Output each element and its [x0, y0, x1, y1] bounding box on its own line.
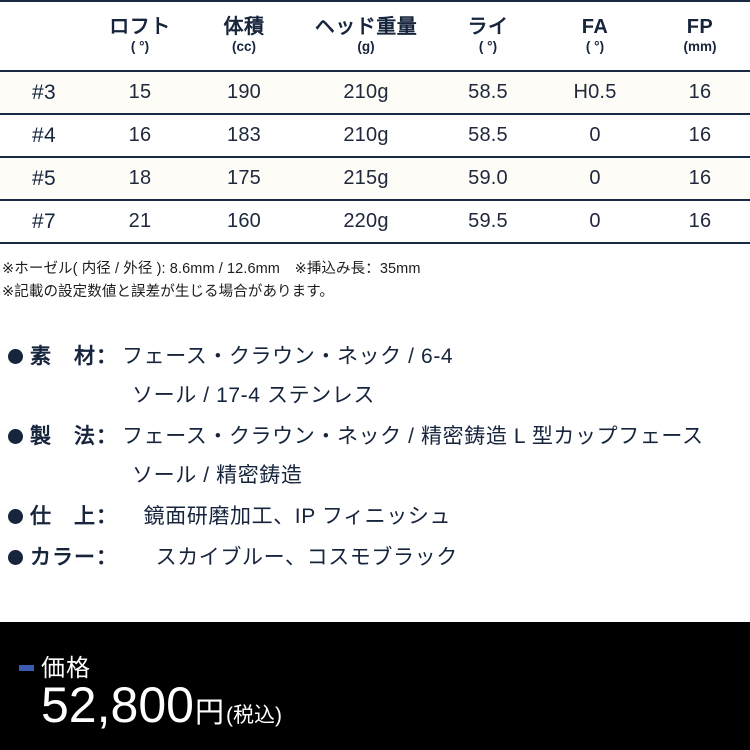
list-item: 製 法： フェース・クラウン・ネック / 精密鋳造 L 型カップフェース ソール…	[8, 420, 750, 489]
footnote-hosel: ※ホーゼル( 内径 / 外径 ): 8.6mm / 12.6mm ※挿込み長：3…	[2, 261, 421, 277]
cell-lie: 58.5	[436, 71, 540, 115]
cell-fp: 16	[650, 114, 750, 158]
cell-loft: 21	[88, 200, 192, 244]
cell-fa: 0	[540, 157, 650, 201]
column-header-head-weight: ヘッド重量 (g)	[296, 0, 436, 72]
column-header-fp-unit: (mm)	[683, 39, 717, 55]
column-header-model	[0, 0, 88, 72]
cell-head-weight: 220g	[296, 200, 436, 244]
cell-fp: 16	[650, 200, 750, 244]
spec-value-color: スカイブルー、コスモブラック	[134, 546, 458, 569]
column-header-lie: ライ ( °)	[436, 0, 540, 72]
cell-volume: 190	[192, 71, 296, 115]
column-header-lie-unit: ( °)	[478, 39, 498, 55]
column-header-loft-unit: ( °)	[130, 39, 150, 55]
price-amount: 52,800 円 (税込)	[41, 680, 282, 730]
price-heading: 価格	[19, 648, 91, 683]
cell-loft: 18	[88, 157, 192, 201]
spec-table: ロフト ( °) 体積 (cc) ヘッド重量 (g) ライ ( °) FA	[0, 0, 750, 244]
table-row: #4 16 183 210g 58.5 0 16	[0, 114, 750, 158]
spec-value-material-line2: ソール / 17-4 ステンレス	[132, 384, 375, 407]
column-header-fp-label: FP	[686, 15, 714, 38]
spec-label-construction: 製 法：	[30, 425, 118, 448]
spec-table-header-row: ロフト ( °) 体積 (cc) ヘッド重量 (g) ライ ( °) FA	[0, 0, 750, 72]
cell-head-weight: 210g	[296, 114, 436, 158]
column-header-loft-label: ロフト	[109, 15, 171, 38]
column-header-head-weight-label: ヘッド重量	[314, 15, 418, 38]
bullet-icon	[8, 349, 23, 364]
cell-head-weight: 210g	[296, 71, 436, 115]
price-currency: 円	[194, 697, 224, 729]
cell-lie: 59.0	[436, 157, 540, 201]
cell-loft: 15	[88, 71, 192, 115]
price-heading-label: 価格	[41, 655, 91, 682]
column-header-lie-label: ライ	[467, 15, 509, 38]
specification-list: 素 材： フェース・クラウン・ネック / 6-4 ソール / 17-4 ステンレ…	[8, 340, 750, 582]
column-header-fa-unit: ( °)	[585, 39, 605, 55]
spec-label-finish: 仕 上：	[30, 505, 118, 528]
table-row: #7 21 160 220g 59.5 0 16	[0, 200, 750, 244]
cell-lie: 58.5	[436, 114, 540, 158]
cell-head-weight: 215g	[296, 157, 436, 201]
footnotes: ※ホーゼル( 内径 / 外径 ): 8.6mm / 12.6mm ※挿込み長：3…	[2, 258, 748, 305]
price-tax-note: (税込)	[225, 704, 282, 727]
column-header-head-weight-unit: (g)	[357, 39, 375, 55]
cell-model: #7	[0, 200, 88, 244]
spec-table-container: ロフト ( °) 体積 (cc) ヘッド重量 (g) ライ ( °) FA	[0, 0, 750, 244]
bullet-icon	[8, 509, 23, 524]
spec-value-finish: 鏡面研磨加工、IP フィニッシュ	[122, 505, 452, 528]
column-header-volume: 体積 (cc)	[192, 0, 296, 72]
cell-fp: 16	[650, 71, 750, 115]
table-row: #3 15 190 210g 58.5 H0.5 16	[0, 71, 750, 115]
spec-value-material: フェース・クラウン・ネック / 6-4	[122, 345, 454, 368]
cell-model: #3	[0, 71, 88, 115]
cell-fa: H0.5	[540, 71, 650, 115]
cell-volume: 183	[192, 114, 296, 158]
cell-lie: 59.5	[436, 200, 540, 244]
column-header-fp: FP (mm)	[650, 0, 750, 72]
cell-volume: 175	[192, 157, 296, 201]
column-header-loft: ロフト ( °)	[88, 0, 192, 72]
cell-fa: 0	[540, 200, 650, 244]
cell-volume: 160	[192, 200, 296, 244]
spec-value-construction: フェース・クラウン・ネック / 精密鋳造 L 型カップフェース	[122, 425, 704, 448]
price-number: 52,800	[41, 677, 194, 733]
spec-label-material: 素 材：	[30, 345, 118, 368]
spec-label-color: カラー：	[30, 546, 118, 569]
cell-fa: 0	[540, 114, 650, 158]
bullet-icon	[8, 550, 23, 565]
cell-loft: 16	[88, 114, 192, 158]
price-band: 価格 52,800 円 (税込)	[0, 622, 750, 750]
list-item: 素 材： フェース・クラウン・ネック / 6-4 ソール / 17-4 ステンレ…	[8, 340, 750, 409]
footnote-tolerance: ※記載の設定数値と誤差が生じる場合があります。	[2, 284, 334, 301]
cell-model: #5	[0, 157, 88, 201]
spec-value-construction-line2: ソール / 精密鋳造	[132, 464, 303, 487]
list-item: 仕 上： 鏡面研磨加工、IP フィニッシュ	[8, 500, 750, 530]
cell-model: #4	[0, 114, 88, 158]
column-header-volume-label: 体積	[223, 15, 265, 38]
table-row: #5 18 175 215g 59.0 0 16	[0, 157, 750, 201]
column-header-fa-label: FA	[581, 15, 609, 38]
column-header-fa: FA ( °)	[540, 0, 650, 72]
cell-fp: 16	[650, 157, 750, 201]
list-item: カラー： スカイブルー、コスモブラック	[8, 541, 750, 571]
price-marker-icon	[19, 664, 34, 671]
bullet-icon	[8, 429, 23, 444]
column-header-volume-unit: (cc)	[231, 39, 256, 55]
